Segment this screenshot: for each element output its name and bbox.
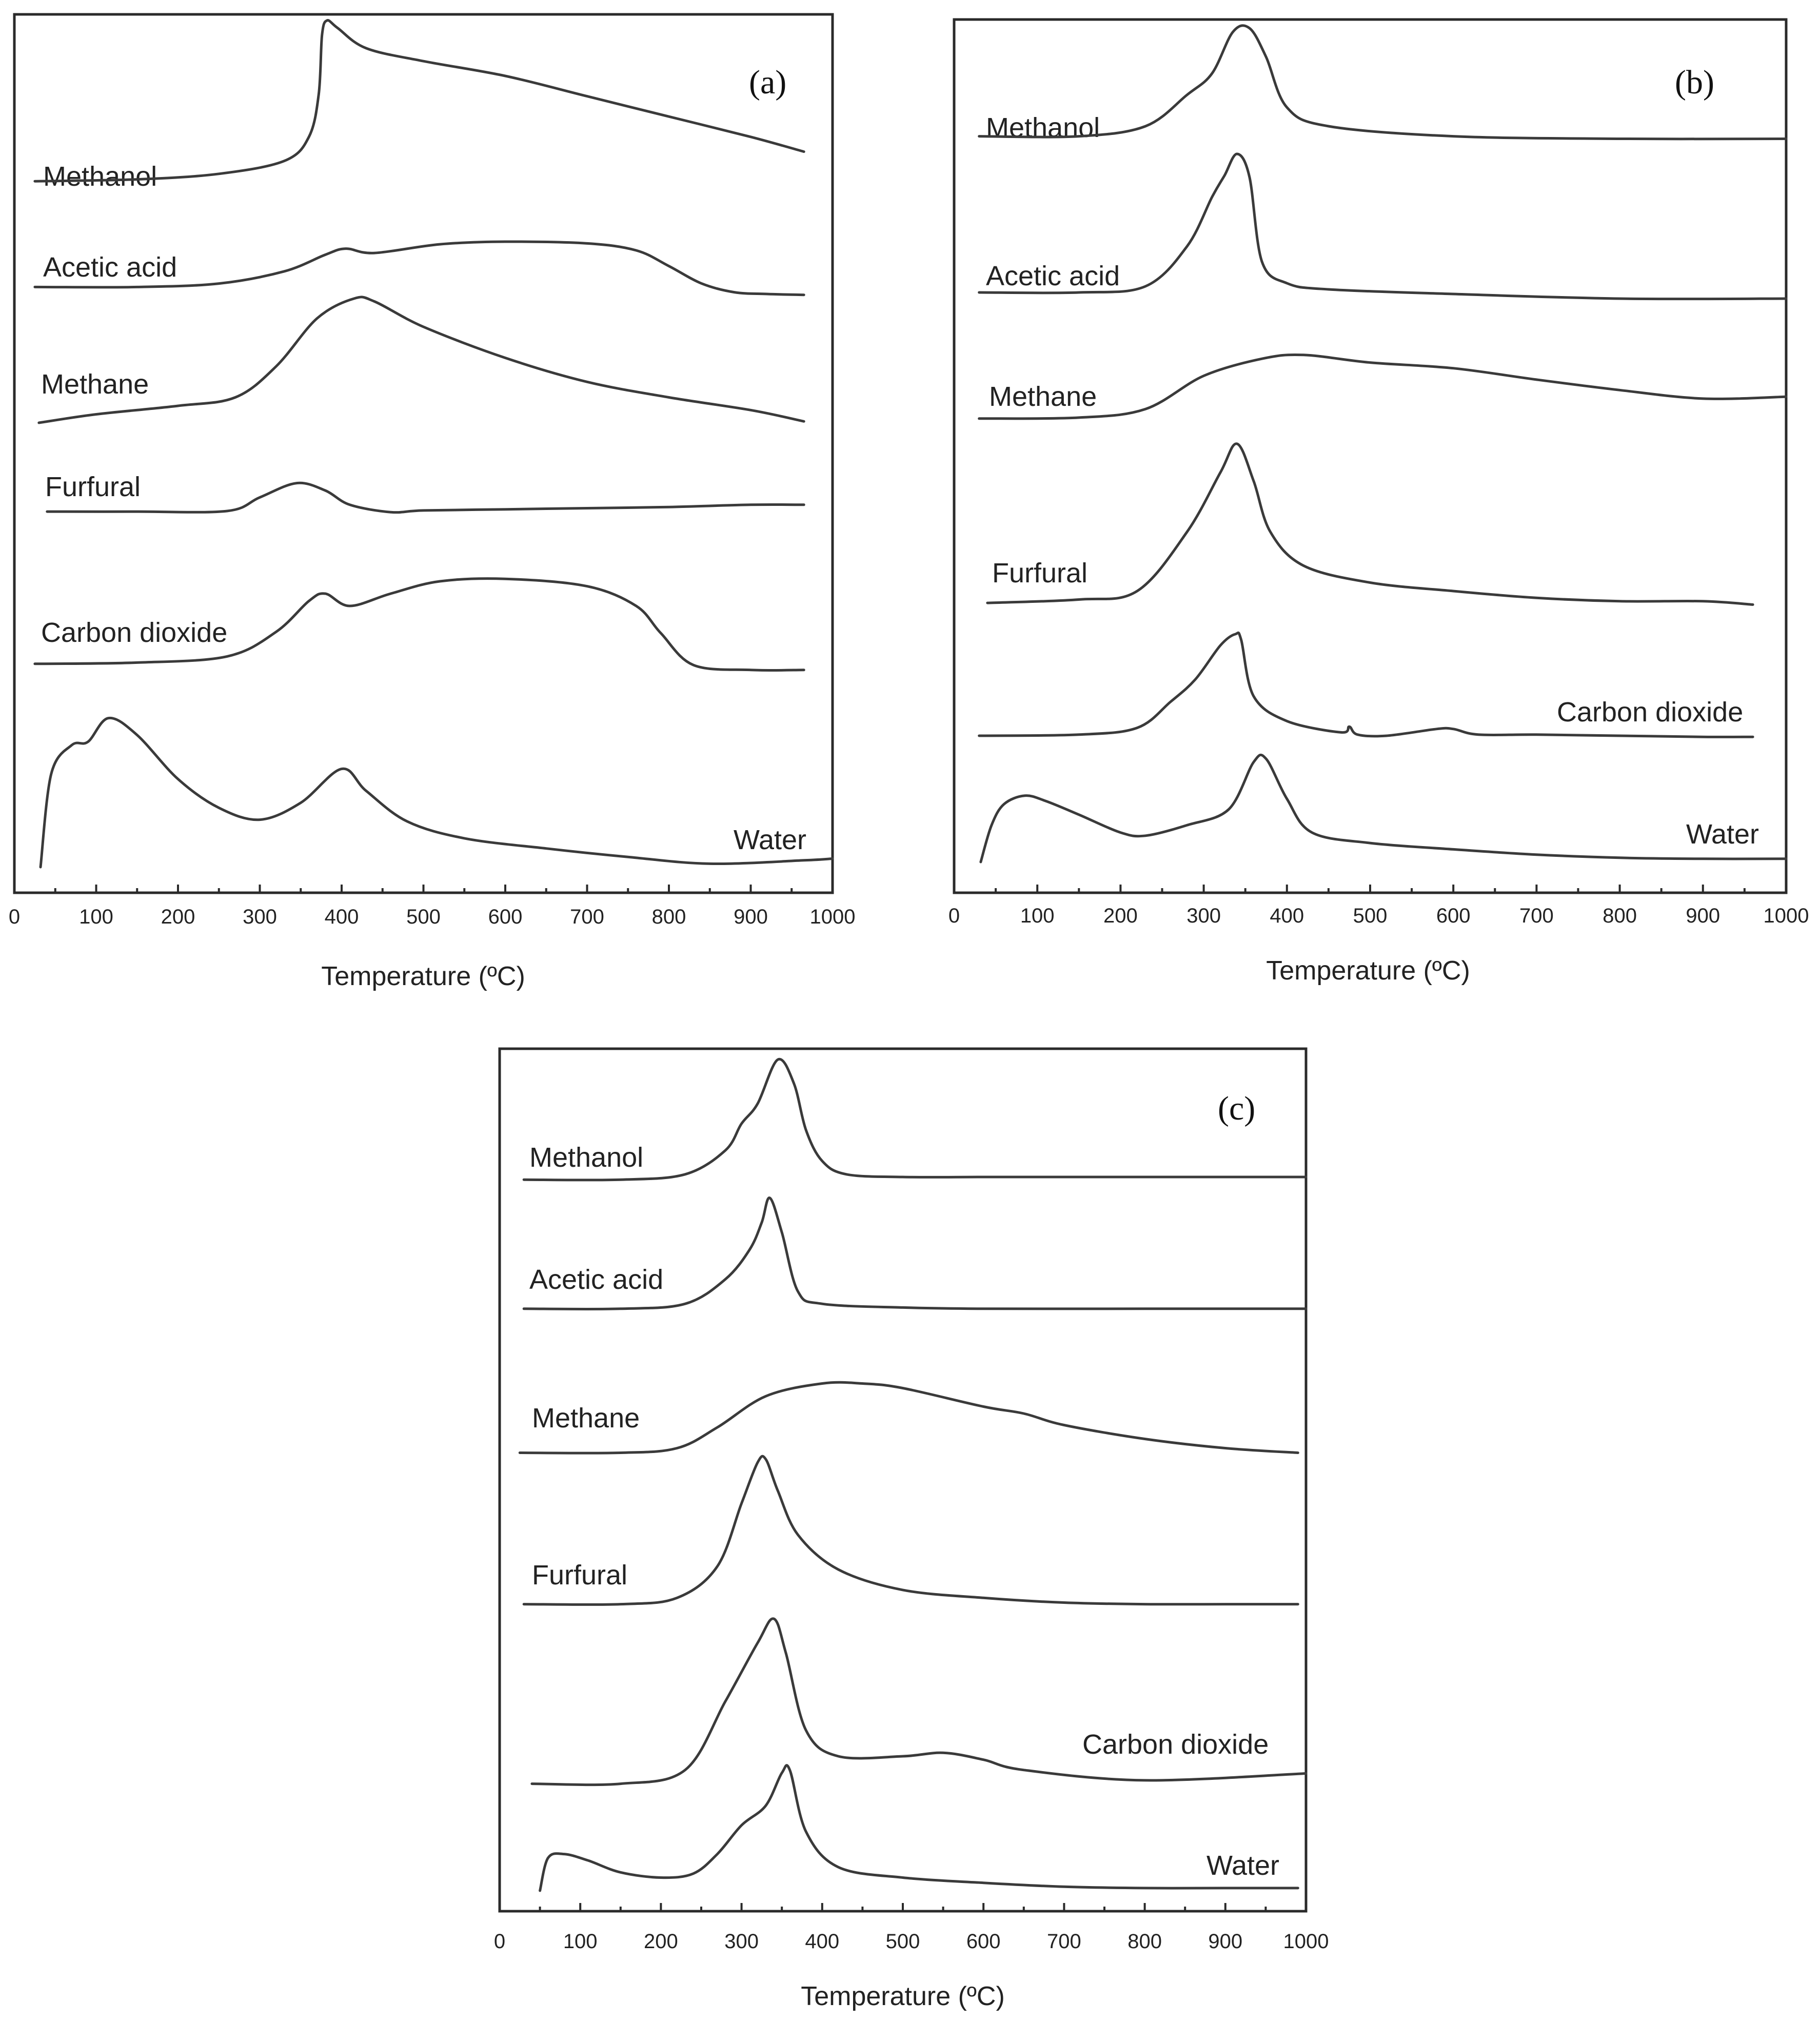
x-tick-label-b: 400 [1270, 905, 1304, 927]
x-tick-label-c: 200 [644, 1930, 678, 1953]
x-tick-label-b: 1000 [1764, 905, 1809, 927]
series-label-furfural-c: Furfural [532, 1560, 627, 1591]
series-line-carbon-dioxide-c [530, 1617, 1308, 1787]
series-label-methane-b: Methane [989, 381, 1097, 412]
x-tick-label-b: 800 [1603, 905, 1637, 927]
x-tick-label-a: 700 [570, 906, 604, 928]
x-axis-c: 0 100 200 300 400 500 600 700 800 900 1000 [494, 1903, 1329, 1953]
series-label-furfural-a: Furfural [45, 472, 141, 502]
series-label-acetic-acid-b: Acetic acid [986, 261, 1120, 291]
x-tick-label-c: 800 [1127, 1930, 1162, 1953]
x-tick-label-b: 900 [1686, 905, 1720, 927]
series-label-methanol-b: Methanol [986, 112, 1100, 143]
series-label-acetic-acid-a: Acetic acid [43, 252, 177, 283]
x-tick-label-a: 100 [79, 906, 113, 928]
series-line-methanol-a [33, 19, 805, 183]
x-tick-label-b: 200 [1103, 905, 1138, 927]
plot-frame-a [13, 13, 834, 894]
panel-b: (b) Methanol Acetic acid Methane Furfura… [948, 18, 1809, 986]
x-tick-label-a: 300 [243, 906, 277, 928]
x-tick-label-a: 900 [734, 906, 768, 928]
x-axis-a: 0 100 200 300 400 500 600 700 800 900 1000 [9, 885, 856, 928]
x-tick-label-c: 900 [1208, 1930, 1242, 1953]
series-label-methanol-c: Methanol [529, 1142, 643, 1173]
series-line-furfural-b [986, 442, 1754, 606]
series-line-carbon-dioxide-a [33, 577, 805, 672]
series-label-carbon-dioxide-c: Carbon dioxide [1082, 1729, 1269, 1760]
x-tick-label-c: 0 [494, 1930, 505, 1953]
series-label-furfural-b: Furfural [992, 558, 1087, 588]
x-tick-label-b: 600 [1436, 905, 1471, 927]
series-line-methane-c [518, 1381, 1299, 1455]
x-tick-label-b: 700 [1519, 905, 1554, 927]
series-label-methane-a: Methane [41, 369, 149, 400]
plot-frame-b [953, 18, 1788, 894]
curves-c [518, 1057, 1308, 1892]
series-line-acetic-acid-c [522, 1196, 1308, 1311]
panel-label-b: (b) [1675, 64, 1714, 101]
series-label-acetic-acid-c: Acetic acid [529, 1264, 663, 1295]
panel-a: (a) Methanol Acetic acid Methane Furfura… [9, 13, 856, 991]
series-line-methane-a [37, 296, 805, 424]
series-line-water-a [39, 717, 834, 869]
series-line-carbon-dioxide-b [978, 631, 1754, 738]
x-tick-label-a: 500 [406, 906, 441, 928]
x-tick-label-a: 200 [161, 906, 195, 928]
series-line-acetic-acid-b [978, 152, 1788, 301]
x-tick-label-c: 400 [805, 1930, 839, 1953]
series-line-acetic-acid-a [33, 240, 805, 297]
x-tick-label-c: 1000 [1283, 1930, 1329, 1953]
series-line-methanol-c [522, 1057, 1308, 1182]
series-label-methanol-a: Methanol [43, 161, 157, 192]
series-line-methane-b [978, 353, 1788, 420]
x-tick-label-b: 300 [1186, 905, 1221, 927]
series-label-water-b: Water [1686, 819, 1759, 850]
panel-label-c: (c) [1218, 1090, 1255, 1127]
series-line-water-b [979, 753, 1788, 864]
panel-c: (c) Methanol Acetic acid Methane Furfura… [494, 1047, 1329, 2011]
curves-b [978, 24, 1788, 864]
x-tick-label-b: 500 [1353, 905, 1388, 927]
series-label-carbon-dioxide-a: Carbon dioxide [41, 617, 227, 648]
series-label-carbon-dioxide-b: Carbon dioxide [1557, 697, 1743, 728]
x-tick-label-c: 700 [1047, 1930, 1081, 1953]
series-label-water-c: Water [1206, 1850, 1279, 1881]
x-tick-label-b: 100 [1020, 905, 1055, 927]
series-line-furfural-a [46, 481, 805, 514]
x-tick-label-c: 300 [724, 1930, 759, 1953]
x-tick-label-c: 100 [563, 1930, 598, 1953]
x-tick-label-a: 600 [488, 906, 523, 928]
x-tick-label-c: 500 [886, 1930, 920, 1953]
series-label-methane-c: Methane [532, 1403, 640, 1434]
x-tick-label-a: 0 [9, 906, 20, 928]
series-label-water-a: Water [734, 825, 806, 855]
panel-label-a: (a) [749, 64, 786, 101]
series-line-water-c [539, 1764, 1299, 1892]
x-tick-label-b: 0 [948, 905, 960, 927]
x-tick-label-a: 800 [652, 906, 686, 928]
x-axis-label-c: Temperature (ºC) [801, 1981, 1005, 2011]
x-tick-label-c: 600 [966, 1930, 1001, 1953]
x-tick-label-a: 400 [325, 906, 359, 928]
x-axis-label-a: Temperature (ºC) [321, 962, 525, 991]
x-axis-label-b: Temperature (ºC) [1266, 956, 1470, 986]
x-tick-label-a: 1000 [810, 906, 856, 928]
x-axis-b: 0 100 200 300 400 500 600 700 800 900 1000 [948, 885, 1809, 927]
curves-a [33, 19, 834, 869]
series-line-methanol-b [978, 24, 1788, 141]
series-line-furfural-c [522, 1455, 1299, 1606]
